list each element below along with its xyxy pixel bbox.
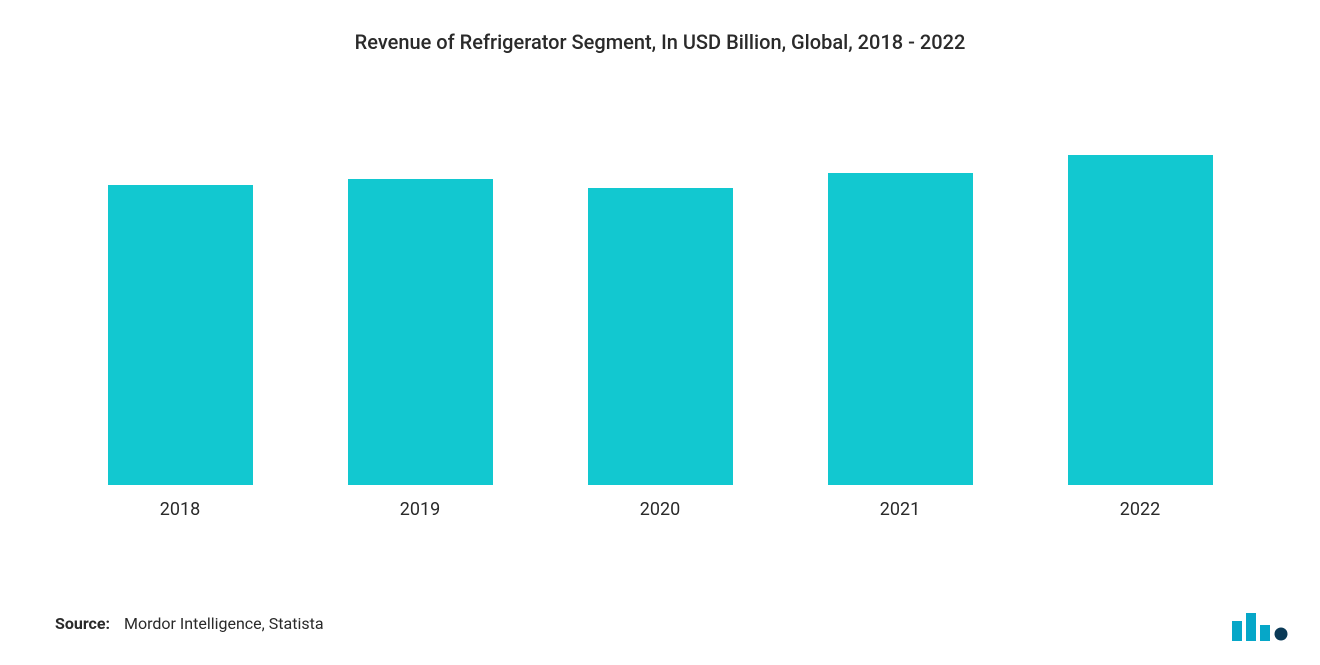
brand-logo	[1230, 607, 1290, 643]
bar	[588, 188, 733, 485]
source-label: Source:	[55, 614, 110, 633]
x-axis-label: 2021	[880, 499, 920, 520]
bar-column: 2022	[1020, 155, 1260, 520]
x-axis-label: 2022	[1120, 499, 1160, 520]
chart-title: Revenue of Refrigerator Segment, In USD …	[0, 30, 1320, 54]
bar	[1068, 155, 1213, 485]
x-axis-label: 2019	[400, 499, 440, 520]
bar	[828, 173, 973, 485]
source-line: Source: Mordor Intelligence, Statista	[55, 614, 324, 633]
chart-container: Revenue of Refrigerator Segment, In USD …	[0, 0, 1320, 665]
x-axis-label: 2018	[160, 499, 200, 520]
source-text: Mordor Intelligence, Statista	[124, 614, 324, 633]
bar-column: 2021	[780, 173, 1020, 520]
bar-column: 2018	[60, 185, 300, 520]
plot-area: 2018 2019 2020 2021 2022	[60, 80, 1260, 520]
x-axis-label: 2020	[640, 499, 680, 520]
bar	[348, 179, 493, 485]
bar-column: 2019	[300, 179, 540, 520]
bar-column: 2020	[540, 188, 780, 520]
bar	[108, 185, 253, 485]
